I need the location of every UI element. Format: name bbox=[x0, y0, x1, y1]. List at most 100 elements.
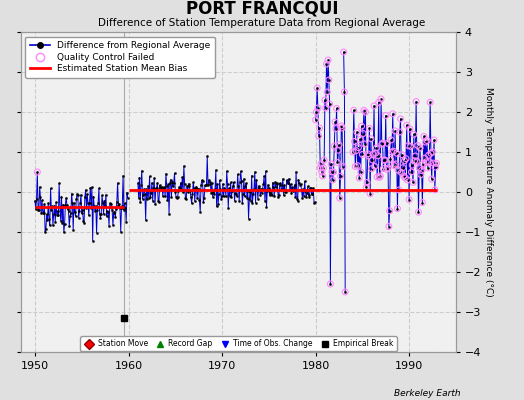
Point bbox=[431, 164, 440, 170]
Point bbox=[363, 179, 371, 186]
Point bbox=[335, 195, 344, 201]
Text: Difference of Station Temperature Data from Regional Average: Difference of Station Temperature Data f… bbox=[99, 18, 425, 28]
Point bbox=[354, 144, 363, 151]
Point bbox=[368, 157, 377, 163]
Point bbox=[414, 209, 423, 215]
Point bbox=[364, 151, 372, 157]
Point bbox=[351, 138, 359, 145]
Point bbox=[356, 136, 364, 143]
Text: Berkeley Earth: Berkeley Earth bbox=[395, 389, 461, 398]
Point bbox=[395, 187, 403, 193]
Point bbox=[383, 140, 391, 146]
Point bbox=[399, 173, 408, 179]
Point bbox=[375, 174, 384, 180]
Point bbox=[381, 112, 390, 119]
Point bbox=[366, 190, 374, 197]
Point bbox=[428, 176, 436, 182]
Point bbox=[358, 151, 367, 158]
Point bbox=[392, 150, 401, 156]
Point bbox=[400, 158, 409, 164]
Point bbox=[379, 166, 388, 172]
Text: PORT FRANCQUI: PORT FRANCQUI bbox=[185, 0, 339, 18]
Point bbox=[332, 105, 341, 112]
Legend: Station Move, Record Gap, Time of Obs. Change, Empirical Break: Station Move, Record Gap, Time of Obs. C… bbox=[80, 336, 397, 351]
Point bbox=[370, 103, 378, 109]
Point bbox=[424, 152, 433, 158]
Point bbox=[350, 107, 358, 114]
Point bbox=[423, 137, 431, 144]
Point bbox=[386, 208, 394, 214]
Y-axis label: Monthly Temperature Anomaly Difference (°C): Monthly Temperature Anomaly Difference (… bbox=[484, 87, 493, 297]
Point bbox=[364, 153, 373, 159]
Point bbox=[337, 123, 345, 129]
Point bbox=[429, 160, 438, 166]
Point bbox=[423, 165, 432, 171]
Point bbox=[339, 163, 347, 170]
Point bbox=[389, 148, 398, 154]
Point bbox=[375, 99, 383, 106]
Point bbox=[412, 98, 420, 105]
Point bbox=[386, 156, 395, 162]
Point bbox=[419, 161, 428, 167]
Point bbox=[418, 167, 426, 174]
Point bbox=[401, 175, 409, 181]
Point bbox=[426, 99, 434, 106]
Point bbox=[408, 162, 417, 168]
Point bbox=[320, 157, 329, 163]
Point bbox=[393, 205, 401, 212]
Point bbox=[430, 137, 438, 143]
Point bbox=[428, 149, 436, 155]
Point bbox=[351, 163, 359, 170]
Point bbox=[312, 109, 321, 115]
Point bbox=[396, 116, 405, 122]
Point bbox=[319, 173, 327, 179]
Point bbox=[373, 174, 381, 180]
Point bbox=[311, 117, 320, 123]
Point bbox=[324, 57, 332, 63]
Point bbox=[328, 169, 336, 175]
Point bbox=[432, 160, 441, 166]
Point bbox=[367, 136, 375, 142]
Point bbox=[384, 165, 392, 171]
Point bbox=[385, 223, 393, 230]
Point bbox=[389, 110, 397, 117]
Point bbox=[319, 165, 328, 171]
Point bbox=[361, 141, 369, 147]
Point bbox=[315, 125, 324, 131]
Point bbox=[352, 148, 361, 154]
Point bbox=[420, 133, 428, 140]
Point bbox=[325, 101, 334, 107]
Point bbox=[406, 126, 414, 132]
Point bbox=[331, 119, 339, 125]
Point bbox=[316, 165, 324, 171]
Point bbox=[394, 167, 402, 173]
Point bbox=[404, 142, 412, 149]
Point bbox=[407, 143, 415, 150]
Point bbox=[333, 159, 342, 166]
Point bbox=[383, 166, 391, 172]
Point bbox=[402, 156, 410, 162]
Point bbox=[338, 125, 346, 131]
Point bbox=[359, 130, 367, 137]
Point bbox=[376, 173, 385, 179]
Point bbox=[329, 177, 337, 183]
Point bbox=[33, 169, 41, 175]
Point bbox=[340, 49, 348, 55]
Point bbox=[380, 157, 388, 163]
Point bbox=[398, 152, 406, 158]
Point bbox=[359, 107, 368, 114]
Point bbox=[402, 122, 411, 128]
Point bbox=[332, 126, 340, 132]
Point bbox=[378, 140, 387, 146]
Point bbox=[314, 105, 322, 111]
Point bbox=[322, 105, 330, 111]
Point bbox=[417, 172, 425, 178]
Point bbox=[387, 137, 396, 143]
Point bbox=[407, 169, 416, 175]
Point bbox=[317, 161, 325, 167]
Point bbox=[410, 158, 419, 164]
Point bbox=[323, 89, 332, 95]
Point bbox=[381, 157, 389, 164]
Point bbox=[421, 139, 430, 145]
Point bbox=[415, 165, 423, 171]
